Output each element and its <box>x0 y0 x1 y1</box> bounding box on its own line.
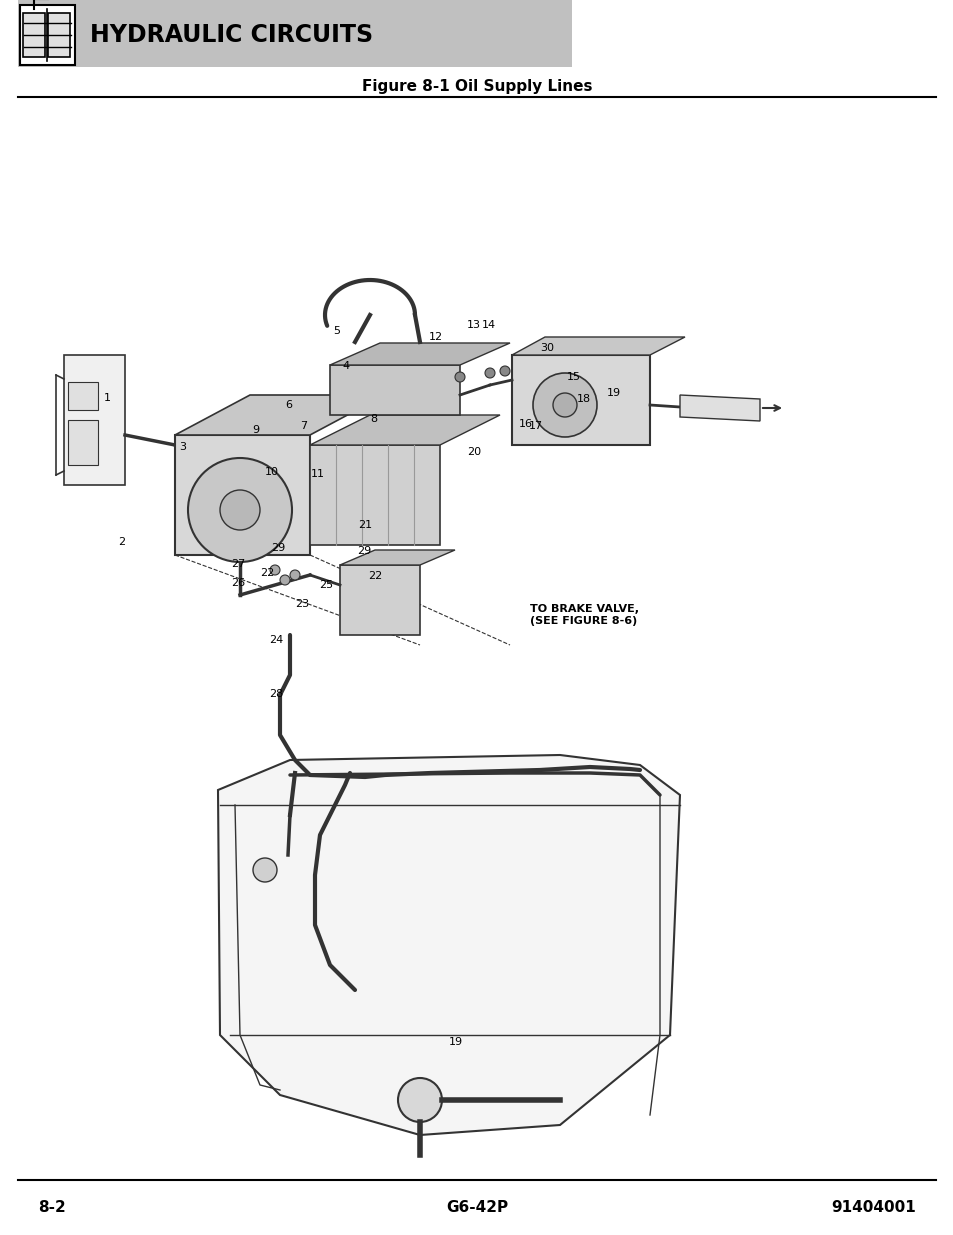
Bar <box>68 382 98 410</box>
Polygon shape <box>174 395 385 435</box>
Bar <box>23 14 45 57</box>
Text: 22: 22 <box>368 571 381 580</box>
Circle shape <box>455 372 464 382</box>
Text: 22: 22 <box>260 568 274 578</box>
Text: 24: 24 <box>270 635 283 645</box>
Circle shape <box>280 576 290 585</box>
Text: 19: 19 <box>449 1037 462 1047</box>
Text: 9: 9 <box>252 425 259 435</box>
Text: 11: 11 <box>311 469 324 479</box>
Polygon shape <box>339 550 455 564</box>
Circle shape <box>290 571 299 580</box>
Circle shape <box>553 393 577 417</box>
Text: 8: 8 <box>370 414 377 424</box>
Text: 7: 7 <box>299 421 307 431</box>
Circle shape <box>270 564 280 576</box>
Text: 16: 16 <box>518 419 532 429</box>
Polygon shape <box>512 354 649 445</box>
Bar <box>68 420 98 466</box>
Text: HYDRAULIC CIRCUITS: HYDRAULIC CIRCUITS <box>90 23 373 47</box>
Polygon shape <box>218 755 679 1135</box>
Text: 25: 25 <box>319 580 333 590</box>
Polygon shape <box>679 395 760 421</box>
Text: TO BRAKE VALVE,
(SEE FIGURE 8-6): TO BRAKE VALVE, (SEE FIGURE 8-6) <box>530 604 639 626</box>
Text: 8-2: 8-2 <box>38 1199 66 1214</box>
Bar <box>20 5 75 65</box>
Text: 17: 17 <box>529 421 542 431</box>
Circle shape <box>484 368 495 378</box>
Text: 21: 21 <box>358 520 372 530</box>
Text: 27: 27 <box>232 559 245 569</box>
Circle shape <box>397 1078 441 1123</box>
Polygon shape <box>330 343 510 366</box>
Polygon shape <box>330 366 459 415</box>
Text: 29: 29 <box>357 546 371 556</box>
Text: 91404001: 91404001 <box>830 1199 915 1214</box>
Polygon shape <box>512 337 684 354</box>
Text: G6-42P: G6-42P <box>445 1199 508 1214</box>
Circle shape <box>220 490 260 530</box>
Text: 5: 5 <box>333 326 340 336</box>
Text: 26: 26 <box>232 578 245 588</box>
Text: 12: 12 <box>429 332 442 342</box>
Bar <box>48 14 70 57</box>
Text: 30: 30 <box>540 343 554 353</box>
Text: 28: 28 <box>270 689 283 699</box>
Polygon shape <box>174 435 310 555</box>
Text: 18: 18 <box>577 394 590 404</box>
Text: 19: 19 <box>606 388 619 398</box>
Text: 1: 1 <box>103 393 111 403</box>
Text: 13: 13 <box>467 320 480 330</box>
Polygon shape <box>310 445 439 545</box>
Text: 23: 23 <box>295 599 309 609</box>
Bar <box>18 0 572 67</box>
Polygon shape <box>64 354 125 485</box>
Text: 15: 15 <box>566 372 579 382</box>
Text: 3: 3 <box>179 442 187 452</box>
Text: Figure 8-1 Oil Supply Lines: Figure 8-1 Oil Supply Lines <box>361 79 592 95</box>
Circle shape <box>499 366 510 375</box>
Circle shape <box>253 858 276 882</box>
Polygon shape <box>339 564 419 635</box>
Text: 6: 6 <box>285 400 293 410</box>
Text: 10: 10 <box>265 467 278 477</box>
Polygon shape <box>310 415 499 445</box>
Text: 20: 20 <box>467 447 480 457</box>
Text: 4: 4 <box>342 361 350 370</box>
Text: 14: 14 <box>481 320 495 330</box>
Circle shape <box>533 373 597 437</box>
Text: 29: 29 <box>272 543 285 553</box>
Circle shape <box>188 458 292 562</box>
Text: 2: 2 <box>118 537 126 547</box>
